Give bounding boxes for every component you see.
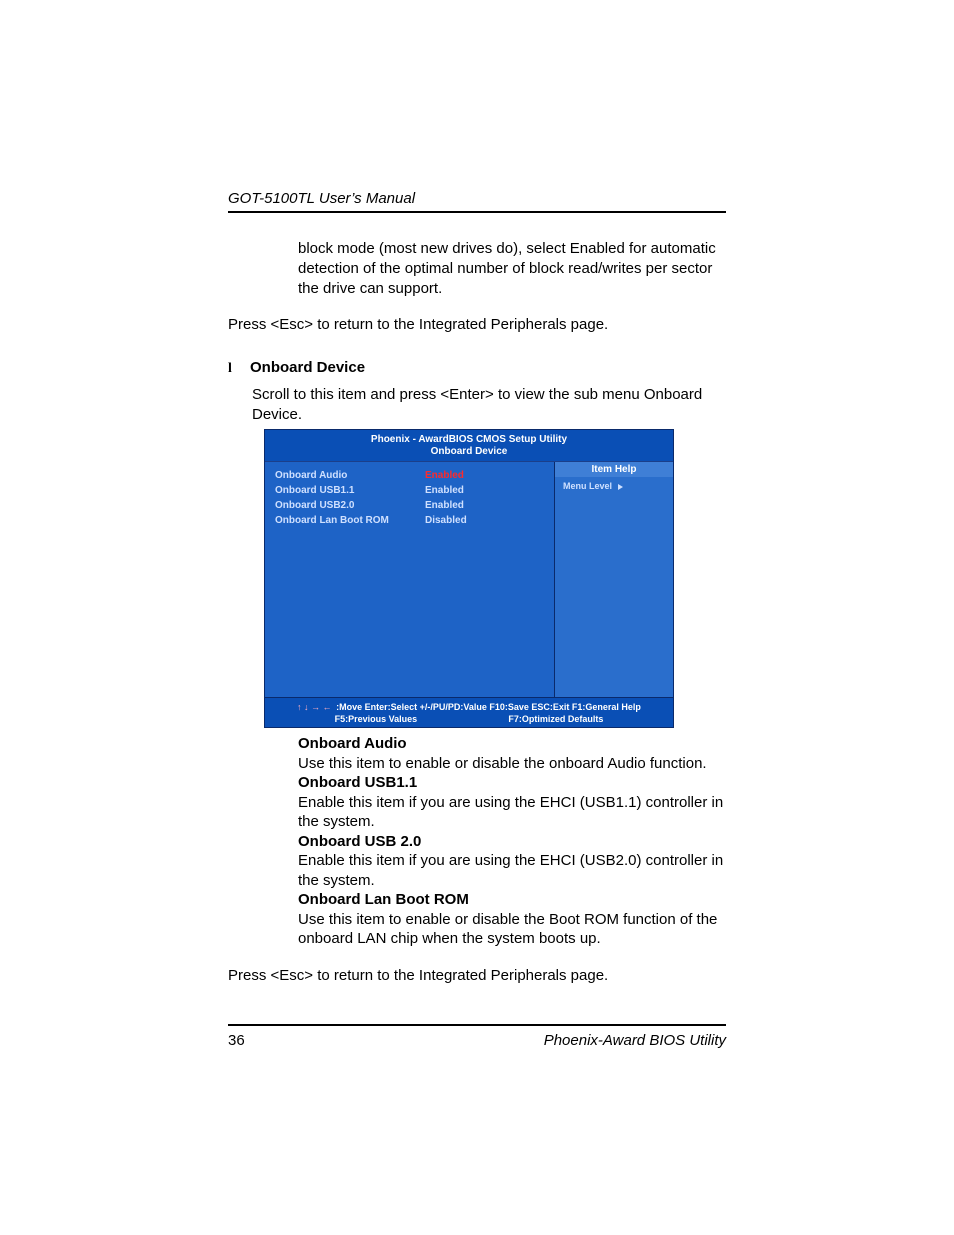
bios-help-pane: Item Help Menu Level — [555, 462, 673, 697]
triangle-right-icon — [618, 484, 623, 490]
bios-row-lan[interactable]: Onboard Lan Boot ROM Disabled — [275, 515, 544, 526]
def-usb20-heading: Onboard USB 2.0 — [298, 832, 726, 852]
bios-title-line2: Onboard Device — [269, 446, 669, 459]
bios-title-line1: Phoenix - AwardBIOS CMOS Setup Utility — [269, 434, 669, 447]
section-description: Scroll to this item and press <Enter> to… — [252, 385, 726, 425]
bios-row-usb11[interactable]: Onboard USB1.1 Enabled — [275, 485, 544, 496]
section-bullet: l — [228, 361, 236, 377]
block-mode-text: block mode (most new drives do), select … — [298, 239, 726, 298]
bios-row-value: Enabled — [425, 485, 464, 496]
menu-level-text: Menu Level — [563, 481, 612, 491]
menu-level: Menu Level — [561, 481, 667, 491]
bios-row-audio[interactable]: Onboard Audio Enabled — [275, 470, 544, 481]
definitions-block: Onboard Audio Use this item to enable or… — [298, 734, 726, 949]
item-help-title: Item Help — [555, 462, 673, 477]
page-number: 36 — [228, 1032, 245, 1049]
arrow-keys-icon: ↑ ↓ → ← — [297, 702, 332, 712]
bios-screenshot: Phoenix - AwardBIOS CMOS Setup Utility O… — [264, 429, 674, 728]
def-usb11-text: Enable this item if you are using the EH… — [298, 793, 726, 832]
bios-title-bar: Phoenix - AwardBIOS CMOS Setup Utility O… — [265, 430, 673, 462]
section-heading: l Onboard Device — [228, 359, 726, 377]
page-header: GOT-5100TL User’s Manual — [228, 190, 726, 213]
bios-row-value: Enabled — [425, 500, 464, 511]
def-audio-heading: Onboard Audio — [298, 734, 726, 754]
def-usb20-text: Enable this item if you are using the EH… — [298, 851, 726, 890]
footer-right: Phoenix-Award BIOS Utility — [544, 1032, 726, 1049]
section-title: Onboard Device — [250, 359, 365, 376]
bios-settings-pane: Onboard Audio Enabled Onboard USB1.1 Ena… — [265, 462, 555, 697]
header-title: GOT-5100TL User’s Manual — [228, 190, 415, 207]
bios-row-label: Onboard USB2.0 — [275, 500, 425, 511]
bios-footer: ↑ ↓ → ← :Move Enter:Select +/-/PU/PD:Val… — [265, 697, 673, 727]
bios-footer-f7: F7:Optimized Defaults — [508, 713, 603, 725]
bios-row-label: Onboard Audio — [275, 470, 425, 481]
bios-footer-line2: F5:Previous Values F7:Optimized Defaults — [269, 713, 669, 725]
bios-body: Onboard Audio Enabled Onboard USB1.1 Ena… — [265, 462, 673, 697]
bios-footer-line1: ↑ ↓ → ← :Move Enter:Select +/-/PU/PD:Val… — [269, 701, 669, 713]
return-line-1: Press <Esc> to return to the Integrated … — [228, 316, 726, 333]
page-footer: 36 Phoenix-Award BIOS Utility — [228, 1024, 726, 1049]
return-line-2: Press <Esc> to return to the Integrated … — [228, 967, 726, 984]
bios-footer-help: :Move Enter:Select +/-/PU/PD:Value F10:S… — [336, 702, 641, 712]
def-usb11-heading: Onboard USB1.1 — [298, 773, 726, 793]
bios-row-value: Enabled — [425, 470, 464, 481]
bios-row-usb20[interactable]: Onboard USB2.0 Enabled — [275, 500, 544, 511]
bios-row-label: Onboard USB1.1 — [275, 485, 425, 496]
bios-row-value: Disabled — [425, 515, 467, 526]
bios-footer-f5: F5:Previous Values — [335, 713, 418, 725]
def-audio-text: Use this item to enable or disable the o… — [298, 754, 726, 774]
def-lan-text: Use this item to enable or disable the B… — [298, 910, 726, 949]
bios-row-label: Onboard Lan Boot ROM — [275, 515, 425, 526]
def-lan-heading: Onboard Lan Boot ROM — [298, 890, 726, 910]
